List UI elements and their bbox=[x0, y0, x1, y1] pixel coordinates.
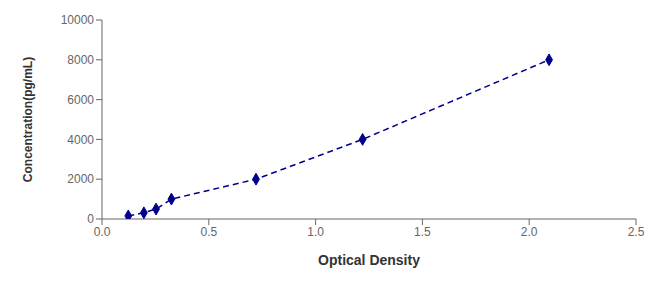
svg-text:0.5: 0.5 bbox=[200, 225, 217, 239]
svg-text:1.5: 1.5 bbox=[414, 225, 431, 239]
svg-text:4000: 4000 bbox=[67, 133, 94, 147]
svg-text:2.5: 2.5 bbox=[628, 225, 645, 239]
svg-text:6000: 6000 bbox=[67, 93, 94, 107]
svg-text:8000: 8000 bbox=[67, 53, 94, 67]
svg-text:0.0: 0.0 bbox=[94, 225, 111, 239]
svg-text:0: 0 bbox=[87, 212, 94, 226]
svg-text:1.0: 1.0 bbox=[307, 225, 324, 239]
svg-text:10000: 10000 bbox=[61, 13, 95, 27]
svg-text:Concentration(pg/mL): Concentration(pg/mL) bbox=[21, 57, 35, 182]
svg-text:2000: 2000 bbox=[67, 172, 94, 186]
svg-text:2.0: 2.0 bbox=[521, 225, 538, 239]
svg-text:Optical Density: Optical Density bbox=[318, 252, 420, 268]
